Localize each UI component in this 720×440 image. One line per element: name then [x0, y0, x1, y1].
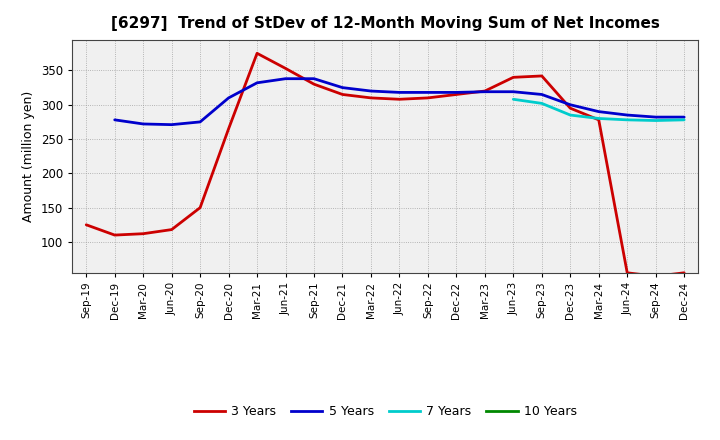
Line: 3 Years: 3 Years	[86, 53, 684, 276]
Y-axis label: Amount (million yen): Amount (million yen)	[22, 91, 35, 222]
5 Years	[680, 114, 688, 120]
3 Years	[423, 95, 432, 100]
5 Years	[366, 88, 375, 94]
7 Years	[566, 112, 575, 117]
Line: 5 Years: 5 Years	[114, 79, 684, 125]
5 Years	[452, 90, 461, 95]
5 Years	[480, 89, 489, 94]
5 Years	[310, 76, 318, 81]
3 Years	[537, 73, 546, 79]
5 Years	[595, 109, 603, 114]
5 Years	[509, 89, 518, 94]
5 Years	[253, 80, 261, 85]
3 Years	[282, 66, 290, 71]
5 Years	[338, 85, 347, 90]
3 Years	[595, 117, 603, 122]
7 Years	[623, 117, 631, 122]
5 Years	[423, 90, 432, 95]
5 Years	[395, 90, 404, 95]
5 Years	[652, 114, 660, 120]
7 Years	[537, 101, 546, 106]
5 Years	[225, 95, 233, 100]
5 Years	[139, 121, 148, 127]
Title: [6297]  Trend of StDev of 12-Month Moving Sum of Net Incomes: [6297] Trend of StDev of 12-Month Moving…	[111, 16, 660, 32]
Line: 7 Years: 7 Years	[513, 99, 684, 121]
7 Years	[595, 116, 603, 121]
3 Years	[253, 51, 261, 56]
3 Years	[623, 270, 631, 275]
7 Years	[680, 117, 688, 122]
5 Years	[167, 122, 176, 127]
5 Years	[282, 76, 290, 81]
3 Years	[652, 274, 660, 279]
5 Years	[623, 112, 631, 117]
3 Years	[167, 227, 176, 232]
3 Years	[480, 88, 489, 94]
3 Years	[82, 222, 91, 227]
3 Years	[225, 126, 233, 132]
Legend: 3 Years, 5 Years, 7 Years, 10 Years: 3 Years, 5 Years, 7 Years, 10 Years	[189, 400, 582, 423]
3 Years	[509, 75, 518, 80]
3 Years	[310, 81, 318, 87]
3 Years	[566, 106, 575, 111]
3 Years	[110, 232, 119, 238]
5 Years	[566, 102, 575, 107]
7 Years	[652, 118, 660, 123]
3 Years	[366, 95, 375, 100]
7 Years	[509, 97, 518, 102]
5 Years	[537, 92, 546, 97]
3 Years	[196, 205, 204, 210]
3 Years	[680, 270, 688, 275]
3 Years	[395, 97, 404, 102]
3 Years	[338, 92, 347, 97]
3 Years	[452, 92, 461, 97]
5 Years	[196, 119, 204, 125]
3 Years	[139, 231, 148, 236]
5 Years	[110, 117, 119, 122]
